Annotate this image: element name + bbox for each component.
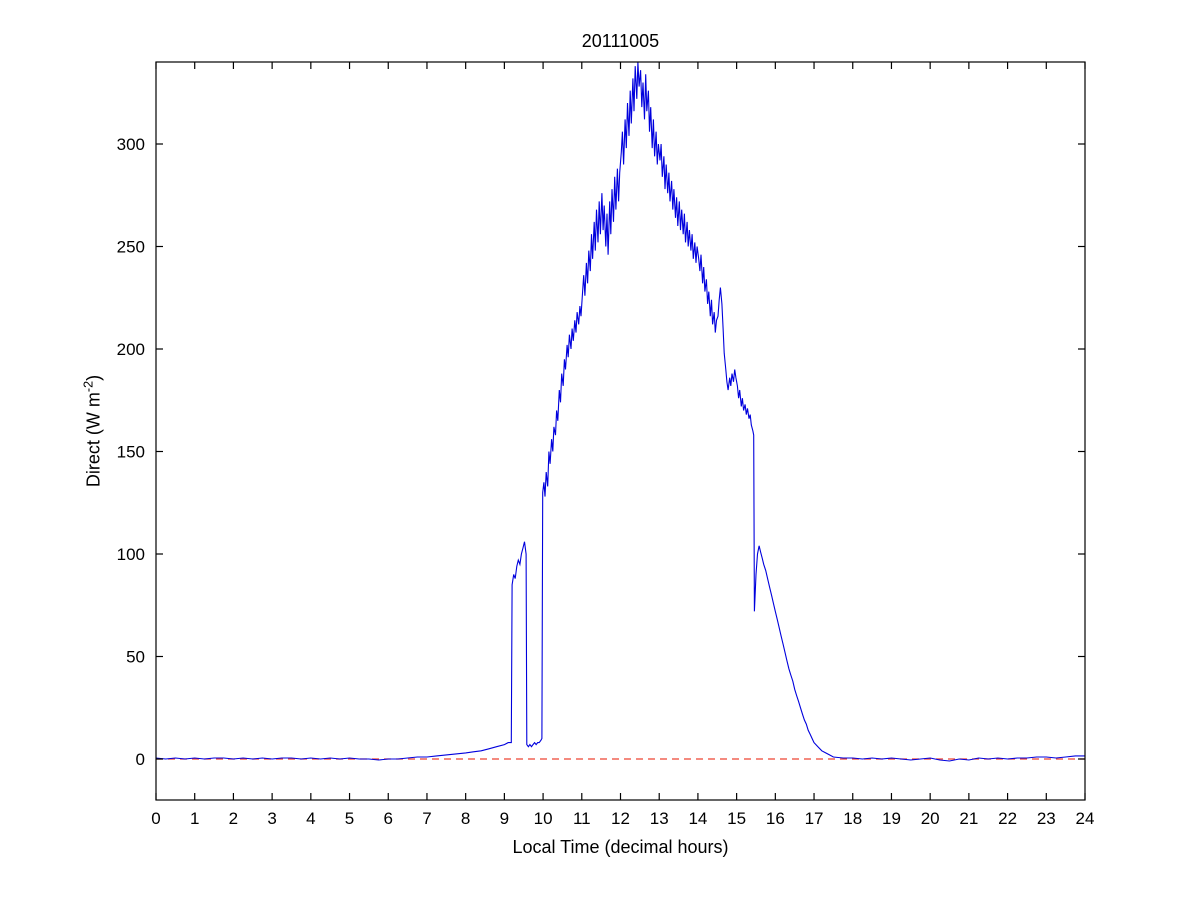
- x-tick-label: 4: [306, 809, 315, 828]
- x-tick-label: 15: [727, 809, 746, 828]
- x-tick-label: 3: [267, 809, 276, 828]
- y-tick-label: 100: [117, 545, 145, 564]
- x-axis-label: Local Time (decimal hours): [512, 837, 729, 857]
- x-tick-label: 10: [534, 809, 553, 828]
- axes-box: [155, 61, 1086, 801]
- chart-title: 20111005: [581, 31, 660, 51]
- y-axis-label-exponent: -2: [81, 380, 96, 393]
- x-tick-label: 1: [190, 809, 199, 828]
- x-tick-label: 8: [461, 809, 470, 828]
- x-tick-label: 11: [573, 809, 591, 828]
- y-tick-label: 50: [126, 648, 145, 667]
- x-tick-label: 14: [688, 809, 707, 828]
- y-tick-label: 250: [117, 238, 145, 257]
- y-tick-label: 0: [136, 750, 145, 769]
- x-tick-label: 7: [422, 809, 431, 828]
- direct-series-line: [156, 62, 1085, 762]
- x-tick-label: 17: [805, 809, 824, 828]
- y-axis-label: Direct (W m-2): [82, 375, 105, 487]
- x-tick-label: 20: [921, 809, 940, 828]
- x-tick-label: 18: [843, 809, 862, 828]
- x-tick-label: 12: [611, 809, 630, 828]
- x-tick-label: 13: [650, 809, 669, 828]
- x-tick-label: 16: [766, 809, 785, 828]
- y-tick-label: 300: [117, 135, 145, 154]
- y-axis-label-suffix: ): [83, 374, 104, 381]
- y-tick-label: 200: [117, 340, 145, 359]
- x-tick-label: 19: [882, 809, 901, 828]
- x-tick-label: 5: [345, 809, 354, 828]
- y-axis-label-text: Direct (W m: [83, 392, 104, 488]
- x-tick-label: 9: [500, 809, 509, 828]
- x-tick-label: 6: [384, 809, 393, 828]
- x-tick-label: 2: [229, 809, 238, 828]
- x-tick-label: 24: [1076, 809, 1095, 828]
- x-tick-label: 22: [998, 809, 1017, 828]
- x-tick-label: 23: [1037, 809, 1056, 828]
- x-tick-label: 0: [151, 809, 160, 828]
- x-tick-label: 21: [959, 809, 978, 828]
- y-tick-label: 150: [117, 443, 145, 462]
